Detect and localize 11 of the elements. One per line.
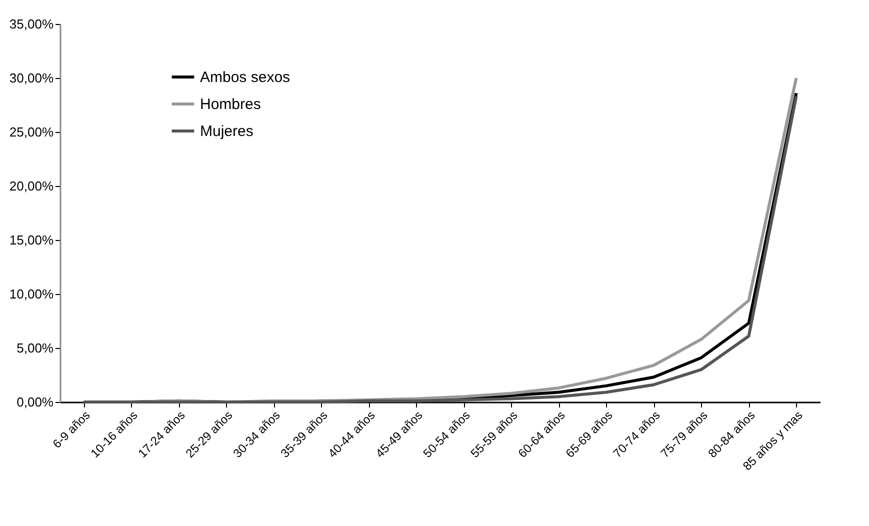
legend-label: Hombres (200, 96, 261, 113)
y-tick-label: 20,00% (9, 178, 54, 194)
y-tick-label: 25,00% (9, 124, 54, 140)
y-tick-label: 5,00% (16, 340, 54, 356)
legend-label: Ambos sexos (200, 69, 290, 86)
y-tick-label: 15,00% (9, 232, 54, 248)
y-tick-label: 10,00% (9, 286, 54, 302)
y-tick-label: 0,00% (16, 394, 54, 410)
legend-label: Mujeres (200, 123, 254, 140)
y-tick-label: 35,00% (9, 16, 54, 32)
y-tick-label: 30,00% (9, 70, 54, 86)
